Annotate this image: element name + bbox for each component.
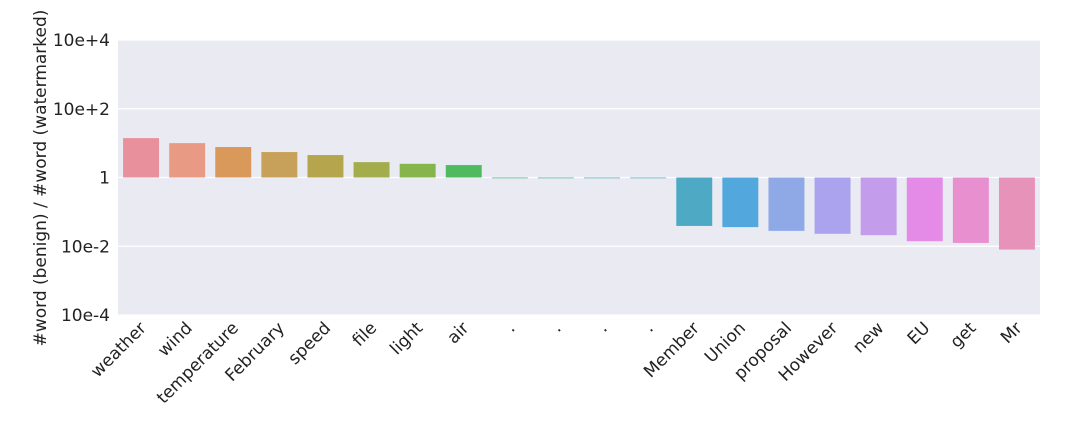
x-tick-label: . (501, 318, 519, 336)
y-tick-label: 1 (99, 169, 110, 189)
y-axis-label: #word (benign) / #word (watermarked) (31, 10, 51, 347)
bar (537, 177, 574, 179)
x-tick-label: . (548, 318, 566, 336)
bar (353, 162, 390, 178)
x-tick-label: wind (154, 318, 197, 361)
x-tick-label: . (594, 318, 612, 336)
bar (399, 163, 436, 178)
bar (215, 147, 252, 178)
bar (814, 177, 851, 234)
bar (630, 177, 667, 179)
x-tick-label: Mr (997, 318, 1026, 347)
bar (261, 152, 298, 178)
bar (445, 165, 482, 178)
x-tick-label: file (349, 318, 381, 350)
y-tick-label: 10e-2 (61, 237, 110, 257)
bar (169, 143, 206, 178)
bar (722, 177, 759, 228)
bar (768, 177, 805, 231)
x-tick-label: EU (904, 318, 935, 349)
bar (676, 177, 713, 226)
bar (123, 138, 160, 178)
bar (998, 177, 1035, 250)
x-tick-label: . (640, 318, 658, 336)
y-tick-label: 10e+2 (53, 100, 110, 120)
x-tick-label: air (443, 318, 473, 348)
x-tick-label: get (946, 318, 980, 352)
x-tick-label: new (849, 318, 888, 357)
bar (307, 155, 344, 178)
y-tick-label: 10e-4 (61, 306, 110, 326)
y-tick-label: 10e+4 (53, 31, 110, 51)
bar (952, 177, 989, 243)
bar (491, 177, 528, 179)
x-tick-label: speed (285, 318, 335, 368)
bar (860, 177, 897, 236)
x-tick-label: light (386, 318, 427, 359)
bar (906, 177, 943, 242)
x-tick-label: weather (87, 318, 150, 381)
bar (584, 177, 621, 179)
